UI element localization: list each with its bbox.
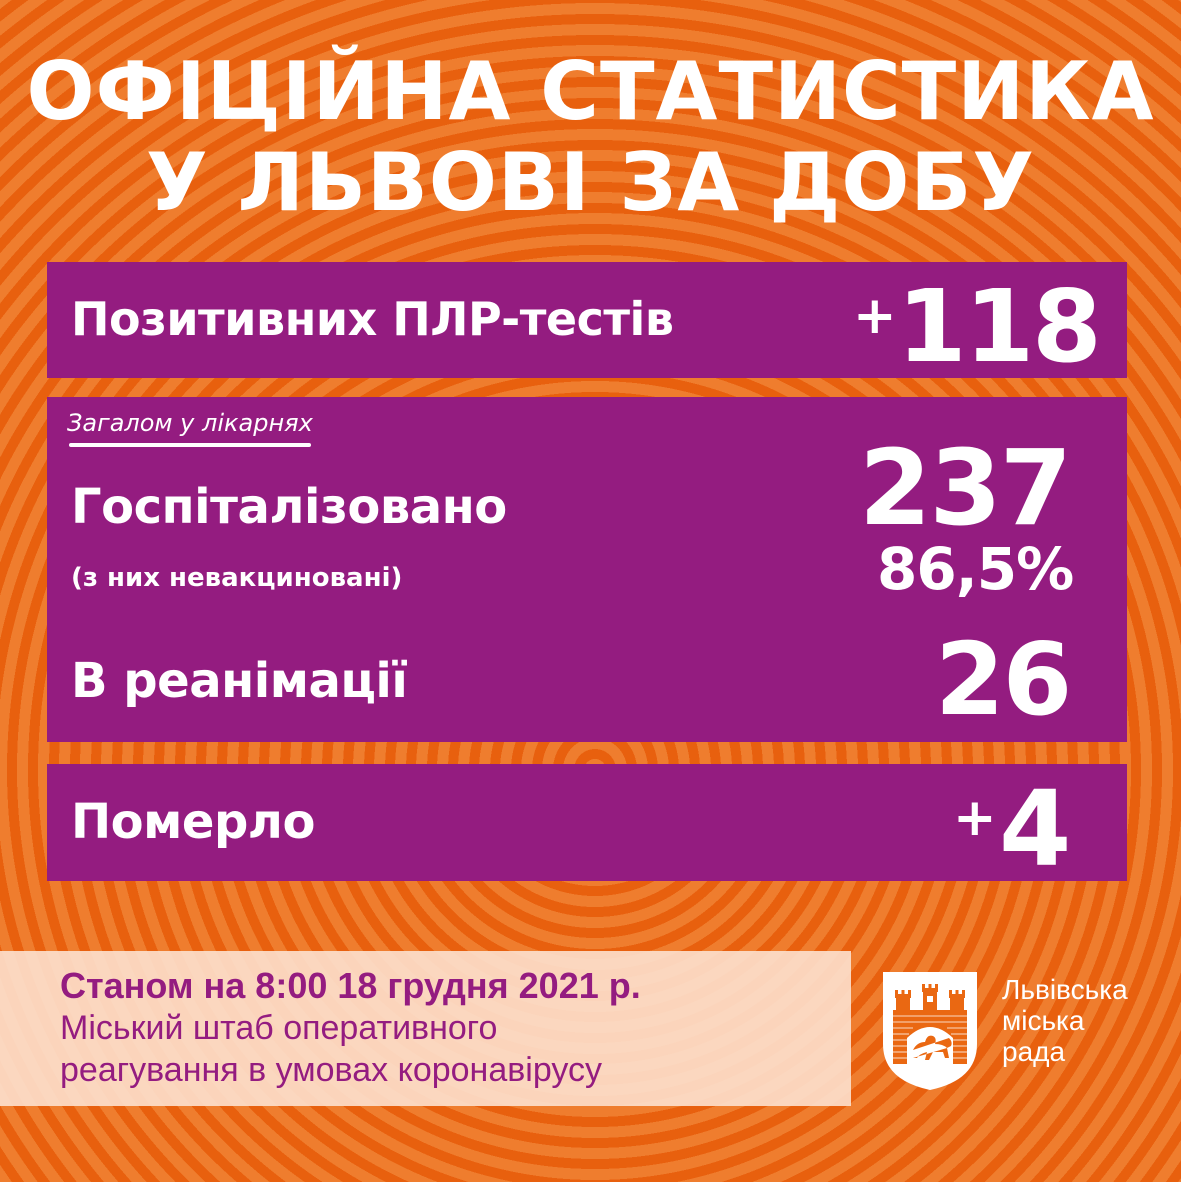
council-line-3: рада: [1002, 1036, 1066, 1067]
deaths-panel: Померло + 4: [47, 764, 1127, 890]
unvaccinated-label: (з них невакциновані): [71, 563, 403, 593]
hospitalized-label: Госпіталізовано: [71, 479, 507, 535]
caption-underline: [69, 443, 311, 447]
icu-value: 26: [935, 621, 1072, 738]
hospitalized-value: 237: [859, 427, 1072, 549]
deaths-plus-sign: +: [953, 788, 997, 848]
deaths-value: 4: [999, 768, 1071, 890]
source-line-1: Міський штаб оперативного: [60, 1009, 498, 1047]
city-council-logotype: Львівська міська рада: [1002, 974, 1128, 1067]
deaths-label: Померло: [71, 794, 315, 850]
page-title-line-2: У ЛЬВОВІ ЗА ДОБУ: [145, 136, 1036, 229]
council-line-1: Львівська: [1002, 974, 1128, 1005]
hospitals-caption: Загалом у лікарнях: [67, 409, 313, 437]
icu-label: В реанімації: [71, 653, 408, 709]
date-line: Станом на 8:00 18 грудня 2021 р.: [60, 965, 641, 1006]
positive-tests-panel: Позитивних ПЛР-тестів + 118: [47, 262, 1127, 385]
footer-info-panel: Станом на 8:00 18 грудня 2021 р. Міський…: [0, 951, 851, 1106]
lviv-coat-of-arms-icon: [883, 972, 977, 1090]
positive-tests-label: Позитивних ПЛР-тестів: [71, 292, 674, 346]
unvaccinated-value: 86,5%: [877, 535, 1074, 603]
positive-tests-plus-sign: +: [853, 286, 897, 346]
page-title-line-1: ОФІЦІЙНА СТАТИСТИКА: [26, 45, 1155, 138]
positive-tests-value: 118: [897, 268, 1102, 385]
hospitals-panel: Загалом у лікарнях Госпіталізовано 237 (…: [47, 397, 1127, 742]
council-line-2: міська: [1002, 1005, 1085, 1036]
source-line-2: реагування в умовах коронавірусу: [60, 1051, 603, 1089]
